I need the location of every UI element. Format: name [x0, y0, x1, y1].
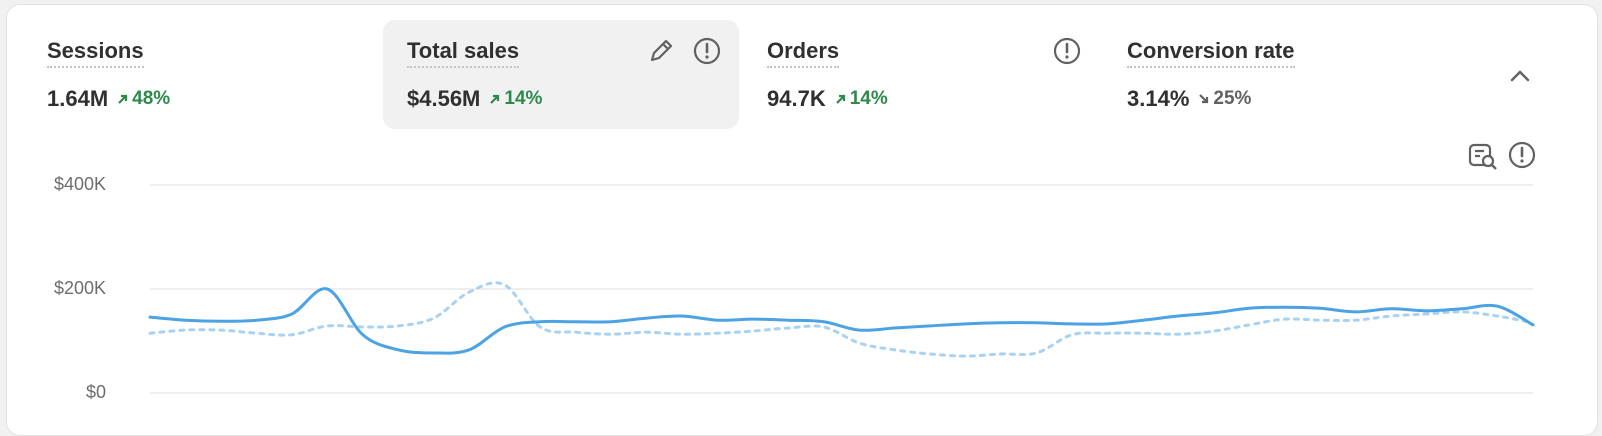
y-tick-label: $200K — [54, 278, 106, 298]
series-line — [148, 281, 1535, 358]
chart: $0 $200K $400K — [54, 174, 1535, 402]
arrow-shape — [1199, 94, 1209, 104]
info-icon[interactable] — [1052, 36, 1082, 66]
y-tick-label: $0 — [86, 382, 106, 402]
trend-arrow — [1199, 94, 1209, 104]
trend-arrow — [490, 94, 500, 104]
metric-change: 14% — [486, 88, 542, 110]
metric-change-value: 25% — [1213, 88, 1252, 109]
metric-title: Total sales — [407, 38, 520, 68]
arrow-shape — [490, 94, 500, 104]
metric-change-value: 48% — [132, 88, 171, 109]
series-line — [148, 287, 1535, 355]
metric-change-value: 14% — [504, 88, 543, 109]
info-icon[interactable] — [692, 36, 722, 66]
collapse-chevron[interactable] — [1507, 63, 1533, 89]
metric-tab[interactable]: Sessions 1.64M 48% — [23, 20, 379, 129]
metric-value: $4.56M — [407, 86, 481, 111]
explore-icon[interactable] — [1467, 140, 1499, 172]
metric-change-value: 14% — [849, 88, 888, 109]
metric-value-row: 1.64M 48% — [47, 86, 170, 112]
metric-tab[interactable]: Conversion rate 3.14% 25% — [1103, 20, 1459, 129]
metric-value: 94.7K — [767, 86, 826, 111]
metric-value: 3.14% — [1127, 86, 1190, 111]
metric-tab[interactable]: Orders 94.7K 14% — [743, 20, 1099, 129]
trend-arrow — [118, 94, 128, 104]
info-icon[interactable] — [1507, 140, 1537, 170]
metric-change: 25% — [1195, 88, 1251, 110]
arrow-shape — [835, 94, 845, 104]
metric-title: Sessions — [47, 38, 144, 68]
page: Sessions 1.64M 48% Total sales $4.56M 14% Orde… — [6, 4, 1598, 436]
metric-value: 1.64M — [47, 86, 109, 111]
metric-value-row: $4.56M 14% — [407, 86, 542, 112]
metric-title: Orders — [767, 38, 840, 68]
trend-arrow — [835, 94, 845, 104]
metric-value-row: 3.14% 25% — [1127, 86, 1251, 112]
analytics-card: Sessions 1.64M 48% Total sales $4.56M 14% Orde… — [6, 4, 1598, 436]
metric-value-row: 94.7K 14% — [767, 86, 888, 112]
y-tick-label: $400K — [54, 174, 106, 194]
metric-title: Conversion rate — [1127, 38, 1295, 68]
edit-icon[interactable] — [646, 36, 676, 66]
metric-change: 14% — [832, 88, 888, 110]
arrow-shape — [118, 94, 128, 104]
metric-tab[interactable]: Total sales $4.56M 14% — [383, 20, 739, 129]
metric-change: 48% — [114, 88, 170, 110]
